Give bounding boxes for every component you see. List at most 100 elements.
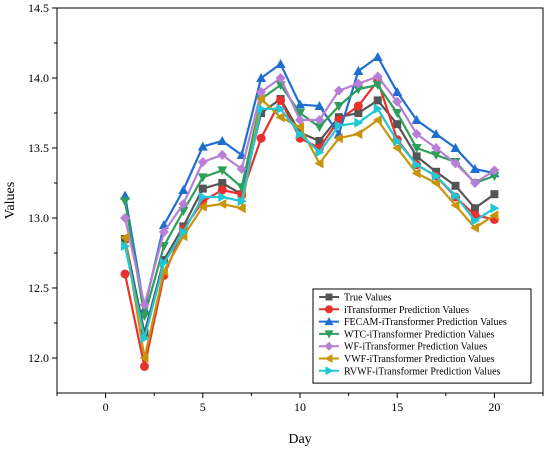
data-point [314, 115, 325, 125]
legend-marker [325, 293, 333, 301]
data-point [198, 192, 208, 202]
data-point [353, 129, 363, 139]
data-point [392, 143, 402, 153]
data-point [140, 328, 149, 337]
data-point [470, 204, 479, 213]
data-point [393, 120, 402, 129]
data-point [178, 185, 189, 194]
data-point [450, 158, 461, 169]
legend-label: WTC-iTransformer Prediction Values [344, 329, 495, 340]
data-point [295, 99, 305, 109]
legend-box [312, 288, 532, 384]
data-point [159, 257, 169, 268]
data-point [158, 227, 169, 237]
data-point [353, 66, 364, 75]
data-point [197, 141, 208, 151]
data-point [179, 227, 189, 237]
data-point [431, 143, 442, 153]
data-point [372, 115, 382, 125]
series-line [123, 55, 495, 310]
legend-marker [324, 330, 334, 339]
data-point [140, 333, 150, 344]
data-point [217, 199, 227, 209]
data-point [217, 150, 228, 160]
data-point [489, 172, 500, 181]
series-line [123, 75, 495, 306]
y-tick-label: 12.0 [28, 351, 49, 365]
data-point [197, 201, 207, 212]
data-point [296, 129, 305, 139]
legend-label: VWF-iTransformer Prediction Values [344, 354, 495, 365]
data-point [120, 213, 131, 223]
data-point [469, 178, 480, 188]
data-point [256, 73, 267, 82]
data-point [256, 87, 267, 97]
data-point [121, 241, 131, 251]
legend-label: True Values [344, 293, 392, 304]
data-point [431, 129, 442, 138]
data-point [333, 85, 344, 96]
data-point [257, 103, 267, 114]
series-7 [121, 103, 500, 344]
axis-ticks: 0 5 10 15 20 12.0 12.5 13.0 13.5 14.0 14.5 [28, 1, 544, 414]
data-point [372, 71, 383, 82]
legend-label: RVWF-iTransformer Prediction Values [344, 366, 501, 377]
legend-label: FECAM-iTransformer Prediction Values [344, 317, 507, 328]
y-tick-label: 13.5 [28, 141, 49, 155]
data-point [197, 157, 208, 167]
x-tick-label: 10 [294, 400, 306, 414]
legend-marker [324, 317, 334, 326]
data-point [120, 232, 130, 243]
x-tick-label: 5 [200, 400, 206, 414]
data-point [256, 133, 266, 143]
data-point [490, 190, 499, 199]
data-point [159, 256, 168, 264]
data-point [275, 59, 286, 68]
x-tick-label: 0 [103, 400, 109, 414]
data-point [450, 143, 461, 152]
data-point [120, 269, 130, 279]
data-point [490, 203, 500, 214]
data-point [276, 95, 286, 105]
data-point [450, 200, 460, 211]
data-point [139, 353, 149, 363]
legend-marker [324, 354, 333, 363]
data-point [178, 199, 189, 209]
data-point [411, 144, 422, 153]
data-point [372, 81, 383, 90]
data-point [432, 171, 442, 181]
data-point [217, 166, 228, 176]
data-point [353, 78, 364, 89]
legend-label: WF-iTransformer Prediction Values [344, 342, 487, 353]
data-point [489, 165, 500, 176]
data-point [451, 181, 460, 190]
data-point [120, 197, 131, 207]
data-point [431, 178, 441, 188]
data-point [373, 96, 382, 105]
data-point [314, 158, 324, 169]
legend-label: iTransformer Prediction Values [344, 305, 469, 316]
x-axis-title: Day [288, 432, 311, 447]
data-point [295, 109, 305, 118]
data-point [139, 312, 150, 321]
y-axis-title: Values [3, 182, 18, 219]
y-tick-label: 13.0 [28, 211, 49, 225]
data-point [139, 361, 149, 371]
data-point [469, 164, 480, 173]
data-point [353, 101, 363, 111]
data-point [139, 299, 150, 310]
data-point [354, 117, 364, 128]
series-3 [120, 52, 500, 313]
data-point [392, 87, 403, 96]
data-point [333, 133, 343, 144]
legend-marker [325, 366, 334, 376]
data-point [470, 215, 480, 226]
data-point [411, 129, 422, 139]
data-point [334, 120, 344, 131]
data-point [315, 137, 324, 145]
x-tick-label: 20 [488, 400, 500, 414]
data-point [354, 109, 363, 117]
